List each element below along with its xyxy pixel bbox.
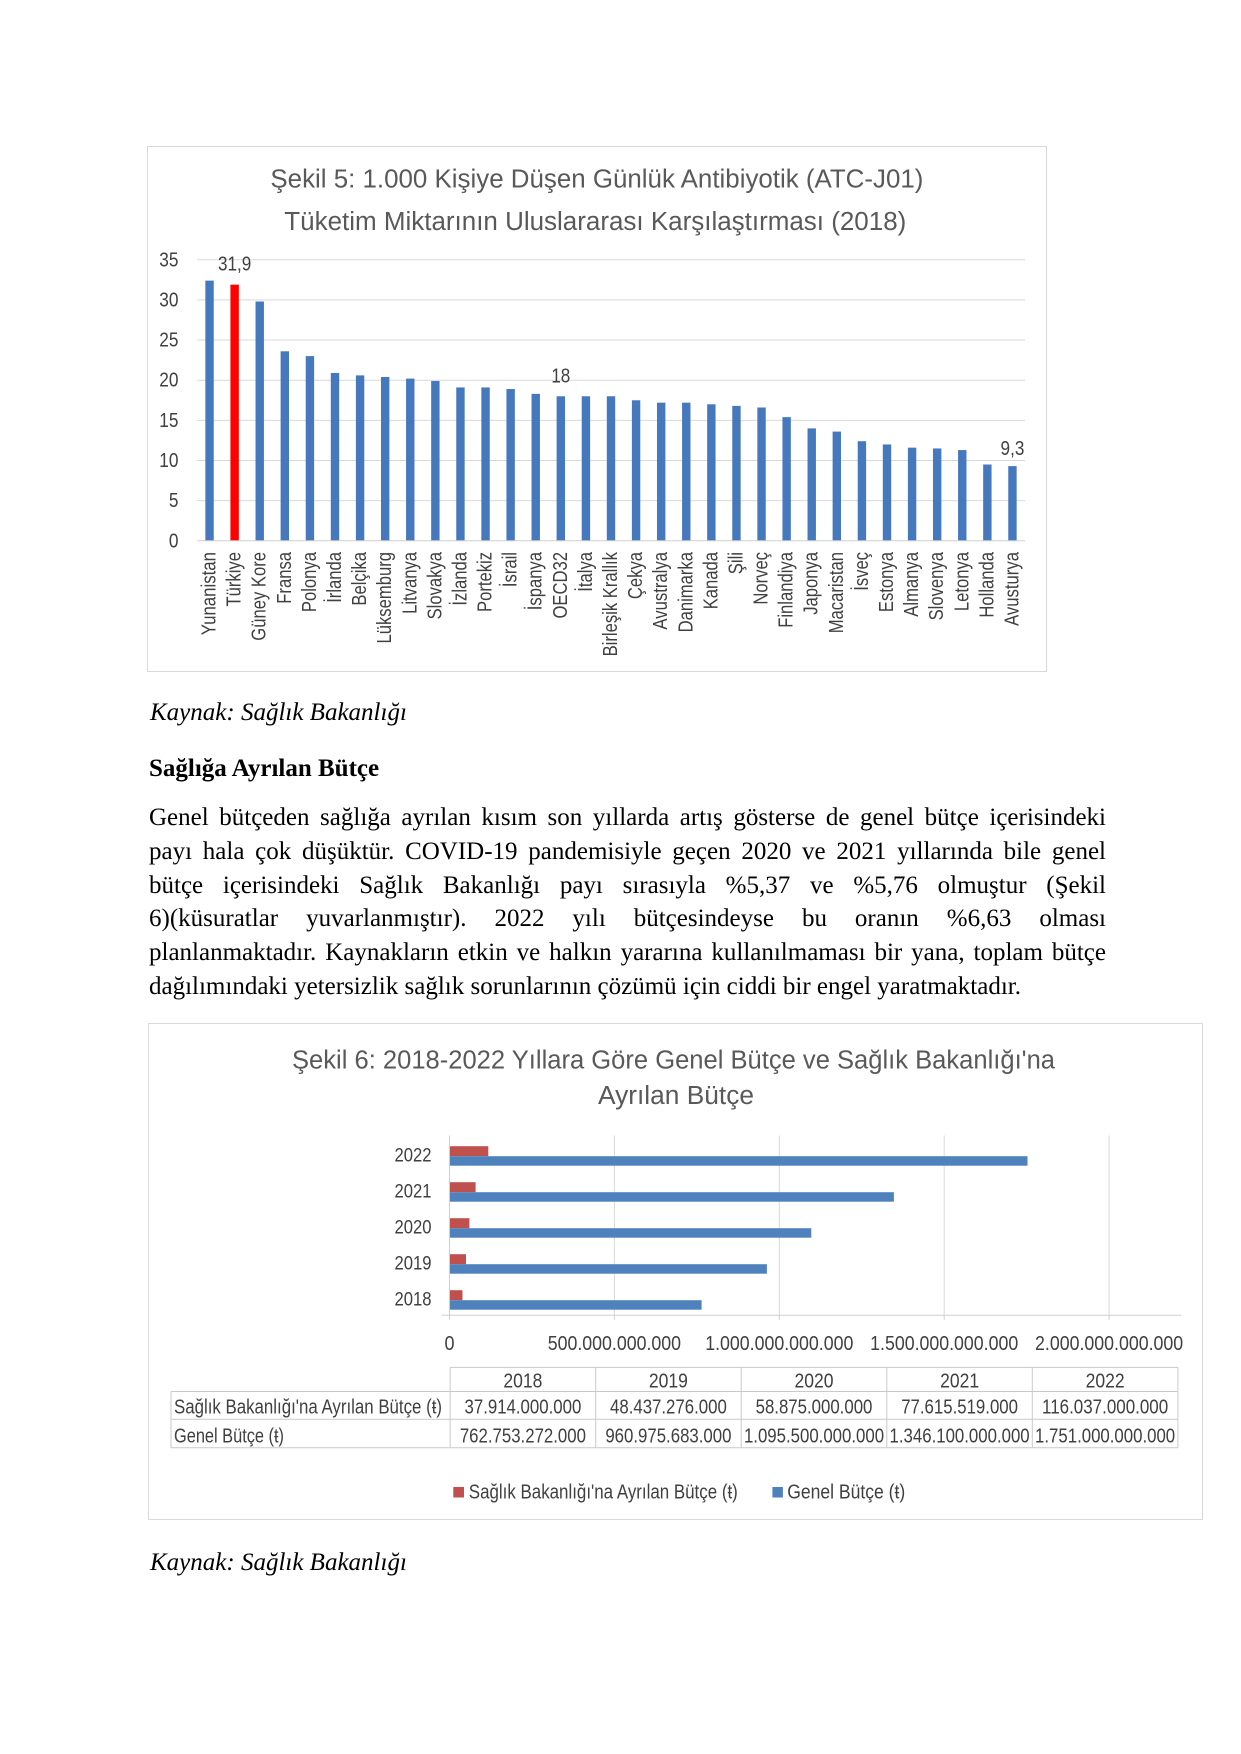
svg-text:Ayrılan Bütçe: Ayrılan Bütçe bbox=[598, 1082, 754, 1110]
svg-text:İsrail: İsrail bbox=[499, 552, 522, 587]
svg-text:2019: 2019 bbox=[649, 1371, 688, 1393]
svg-text:2.000.000.000.000: 2.000.000.000.000 bbox=[1035, 1333, 1183, 1355]
svg-text:48.437.276.000: 48.437.276.000 bbox=[610, 1396, 727, 1418]
svg-text:Şekil 5: 1.000 Kişiye Düşen Gü: Şekil 5: 1.000 Kişiye Düşen Günlük Antib… bbox=[270, 165, 923, 193]
svg-text:Sağlık Bakanlığı'na Ayrılan Bü: Sağlık Bakanlığı'na Ayrılan Bütçe (ŧ) bbox=[174, 1396, 442, 1418]
svg-text:2022: 2022 bbox=[1086, 1371, 1125, 1393]
svg-text:762.753.272.000: 762.753.272.000 bbox=[460, 1425, 586, 1447]
svg-text:Macaristan: Macaristan bbox=[826, 552, 848, 633]
svg-text:1.095.500.000.000: 1.095.500.000.000 bbox=[744, 1425, 884, 1447]
svg-text:OECD32: OECD32 bbox=[550, 552, 572, 619]
svg-text:2021: 2021 bbox=[395, 1182, 432, 1203]
svg-text:2018: 2018 bbox=[503, 1371, 542, 1393]
svg-text:10: 10 bbox=[159, 450, 178, 472]
svg-text:Kanada: Kanada bbox=[700, 551, 722, 609]
svg-text:Genel Bütçe (ŧ): Genel Bütçe (ŧ) bbox=[787, 1482, 905, 1504]
svg-text:Lüksemburg: Lüksemburg bbox=[374, 552, 396, 644]
svg-text:37.914.000.000: 37.914.000.000 bbox=[465, 1396, 582, 1418]
svg-text:Japonya: Japonya bbox=[801, 551, 823, 615]
svg-text:Tüketim Miktarının Uluslararas: Tüketim Miktarının Uluslararası Karşılaş… bbox=[284, 208, 906, 236]
svg-text:Sağlık Bakanlığı'na Ayrılan Bü: Sağlık Bakanlığı'na Ayrılan Bütçe (ŧ) bbox=[469, 1482, 738, 1504]
svg-text:Fransa: Fransa bbox=[274, 551, 296, 603]
svg-text:2022: 2022 bbox=[395, 1146, 432, 1167]
svg-text:9,3: 9,3 bbox=[1001, 438, 1025, 460]
svg-text:2020: 2020 bbox=[795, 1371, 834, 1393]
svg-text:960.975.683.000: 960.975.683.000 bbox=[605, 1425, 731, 1447]
svg-text:18: 18 bbox=[551, 365, 570, 387]
svg-text:Genel Bütçe (ŧ): Genel Bütçe (ŧ) bbox=[174, 1425, 284, 1447]
svg-text:1.500.000.000.000: 1.500.000.000.000 bbox=[870, 1333, 1018, 1355]
svg-text:Birleşik Krallık: Birleşik Krallık bbox=[600, 551, 622, 656]
svg-text:500.000.000.000: 500.000.000.000 bbox=[548, 1333, 681, 1355]
svg-text:0: 0 bbox=[169, 530, 179, 552]
svg-text:Danimarka: Danimarka bbox=[675, 551, 697, 632]
svg-text:0: 0 bbox=[445, 1333, 455, 1355]
svg-text:Letonya: Letonya bbox=[951, 551, 973, 611]
svg-text:İtalya: İtalya bbox=[574, 551, 597, 591]
svg-text:Slovenya: Slovenya bbox=[926, 551, 948, 620]
svg-text:58.875.000.000: 58.875.000.000 bbox=[756, 1396, 873, 1418]
svg-text:1.346.100.000.000: 1.346.100.000.000 bbox=[890, 1425, 1030, 1447]
svg-text:2018: 2018 bbox=[395, 1290, 432, 1311]
svg-text:20: 20 bbox=[159, 370, 178, 392]
svg-text:İzlanda: İzlanda bbox=[448, 551, 471, 605]
svg-text:Portekiz: Portekiz bbox=[475, 552, 497, 612]
svg-text:1.000.000.000.000: 1.000.000.000.000 bbox=[705, 1333, 853, 1355]
svg-text:İsveç: İsveç bbox=[850, 552, 873, 591]
svg-text:5: 5 bbox=[169, 490, 179, 512]
svg-text:İspanya: İspanya bbox=[524, 551, 547, 610]
svg-text:2020: 2020 bbox=[395, 1218, 432, 1239]
svg-text:Almanya: Almanya bbox=[901, 551, 923, 616]
svg-text:30: 30 bbox=[159, 289, 178, 311]
svg-text:Çekya: Çekya bbox=[625, 551, 647, 599]
svg-text:Hollanda: Hollanda bbox=[976, 551, 998, 617]
svg-text:2021: 2021 bbox=[940, 1371, 979, 1393]
svg-text:Şili: Şili bbox=[725, 552, 747, 574]
svg-text:15: 15 bbox=[159, 410, 178, 432]
svg-text:25: 25 bbox=[159, 330, 178, 352]
svg-text:Norveç: Norveç bbox=[751, 552, 773, 605]
svg-text:Belçika: Belçika bbox=[349, 551, 371, 605]
svg-text:Türkiye: Türkiye bbox=[224, 552, 246, 607]
svg-text:31,9: 31,9 bbox=[218, 254, 251, 276]
svg-text:35: 35 bbox=[159, 249, 178, 271]
svg-text:Yunanistan: Yunanistan bbox=[199, 552, 221, 635]
svg-text:Avusturya: Avusturya bbox=[1001, 551, 1023, 626]
svg-text:2019: 2019 bbox=[395, 1254, 432, 1275]
svg-text:İrlanda: İrlanda bbox=[323, 551, 346, 603]
svg-text:Avustralya: Avustralya bbox=[650, 551, 672, 629]
svg-text:Güney Kore: Güney Kore bbox=[249, 552, 271, 641]
svg-text:Slovakya: Slovakya bbox=[424, 551, 446, 619]
svg-text:Şekil 6: 2018-2022 Yıllara Gör: Şekil 6: 2018-2022 Yıllara Göre Genel Bü… bbox=[292, 1046, 1056, 1074]
svg-text:Polonya: Polonya bbox=[299, 551, 321, 612]
svg-text:116.037.000.000: 116.037.000.000 bbox=[1042, 1396, 1168, 1418]
svg-text:1.751.000.000.000: 1.751.000.000.000 bbox=[1035, 1425, 1175, 1447]
svg-text:Finlandiya: Finlandiya bbox=[776, 551, 798, 628]
svg-text:Litvanya: Litvanya bbox=[399, 551, 421, 614]
svg-text:Estonya: Estonya bbox=[876, 551, 898, 612]
svg-text:77.615.519.000: 77.615.519.000 bbox=[901, 1396, 1018, 1418]
